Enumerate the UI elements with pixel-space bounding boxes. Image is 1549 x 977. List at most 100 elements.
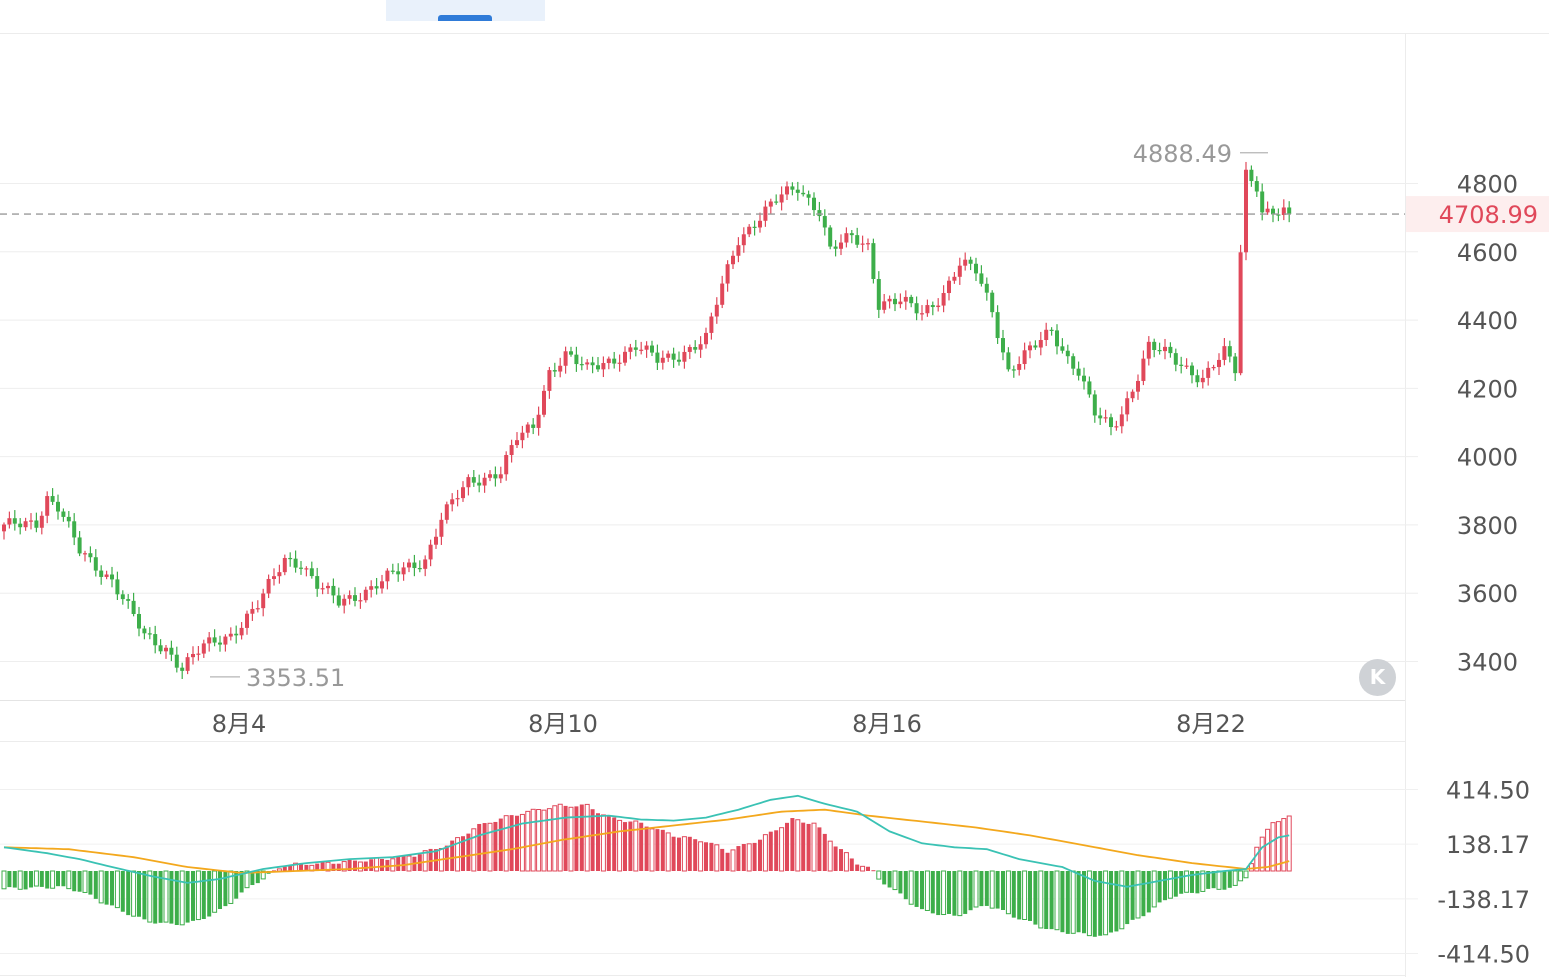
candle-body (29, 520, 33, 522)
candle-body (380, 581, 384, 589)
candle (525, 422, 530, 438)
candle (1265, 201, 1270, 215)
candle (272, 568, 276, 586)
candle-body (110, 574, 114, 580)
candle (450, 493, 455, 512)
candle-body (817, 210, 822, 217)
candle (1168, 342, 1173, 358)
candle (579, 356, 584, 371)
y-tick-label: 4800 (1457, 171, 1518, 199)
candle-body (304, 568, 309, 570)
candle (903, 290, 908, 310)
macd-bar (17, 870, 23, 890)
candle (1038, 331, 1043, 356)
candle (1222, 338, 1227, 366)
y-tick-label: 4000 (1457, 444, 1518, 472)
macd-bar (239, 871, 244, 893)
candle-body (741, 234, 746, 246)
macd-bar (1130, 871, 1135, 920)
candle (671, 347, 676, 368)
macd-dea-line (3, 808, 1290, 874)
candle-body (266, 578, 271, 594)
candle-body (963, 259, 968, 266)
macd-bar (282, 866, 287, 871)
candle (1254, 176, 1259, 197)
candle (1011, 365, 1016, 378)
macd-bar (1005, 870, 1011, 915)
candle-body (682, 351, 687, 362)
kline-reset-button[interactable]: K (1359, 659, 1396, 696)
candle-body (320, 588, 325, 590)
candle (158, 639, 163, 655)
candle-body (812, 197, 816, 211)
candle-body (1265, 208, 1270, 213)
candle-body (2, 524, 6, 532)
macd-bar (396, 856, 401, 871)
macd-bar (114, 870, 120, 909)
macd-bar (515, 815, 519, 871)
macd-bar (612, 817, 617, 871)
candle-body (1244, 169, 1248, 253)
candle-body (72, 521, 77, 538)
candle-body (174, 654, 179, 668)
candle (774, 194, 779, 205)
candle (261, 588, 266, 617)
candle-body (1190, 365, 1194, 376)
macd-bar (191, 871, 195, 921)
candle (1281, 199, 1286, 221)
candle-body (709, 316, 714, 333)
candle (461, 481, 465, 502)
candle-body (920, 313, 924, 315)
candle (709, 312, 714, 340)
macd-bar (45, 871, 50, 889)
macd-bar (704, 842, 708, 871)
candle (309, 561, 314, 579)
macd-bar (649, 828, 655, 872)
macd-bar (600, 814, 606, 872)
candle (56, 494, 60, 520)
macd-bar (493, 821, 498, 871)
candle (1211, 364, 1216, 371)
candle-body (995, 312, 1000, 339)
candle-body (471, 477, 476, 483)
candle-body (261, 593, 266, 609)
macd-bar (660, 829, 665, 871)
macd-dif-line (3, 794, 1290, 888)
macd-bar (866, 866, 870, 871)
candle (763, 200, 768, 227)
candle-body (369, 586, 374, 590)
candle (790, 182, 795, 196)
candle-body (585, 362, 590, 365)
candle-body (1217, 359, 1221, 368)
macd-bar (179, 870, 185, 926)
candle-body (1017, 364, 1022, 370)
candle-body (612, 358, 617, 364)
macd-bar (1049, 871, 1054, 930)
candle-body (909, 296, 914, 304)
candle-body (169, 647, 174, 655)
current-price-tag (1406, 196, 1549, 233)
candle-body (925, 305, 930, 314)
candle-body (579, 364, 584, 366)
candle-body (66, 516, 71, 522)
candle-body (444, 504, 449, 520)
x-tick-label: 8月22 (1176, 710, 1246, 738)
candle-body (488, 474, 492, 478)
candle (180, 662, 185, 680)
candle-body (650, 345, 654, 353)
candle-body (1011, 369, 1016, 371)
macd-bar (56, 871, 60, 887)
candle (1065, 344, 1070, 364)
candle-body (731, 255, 735, 265)
macd-bar (428, 848, 433, 871)
candle-body (898, 301, 903, 305)
candle (920, 305, 924, 321)
candle-body (601, 363, 606, 370)
macd-bar (590, 809, 595, 871)
candle-body (407, 562, 411, 568)
top-tab-strip[interactable] (386, 0, 545, 21)
candle (1244, 161, 1248, 261)
low-label: 3353.51 (246, 664, 345, 692)
candle-body (639, 349, 644, 351)
macd-bar (509, 815, 514, 871)
